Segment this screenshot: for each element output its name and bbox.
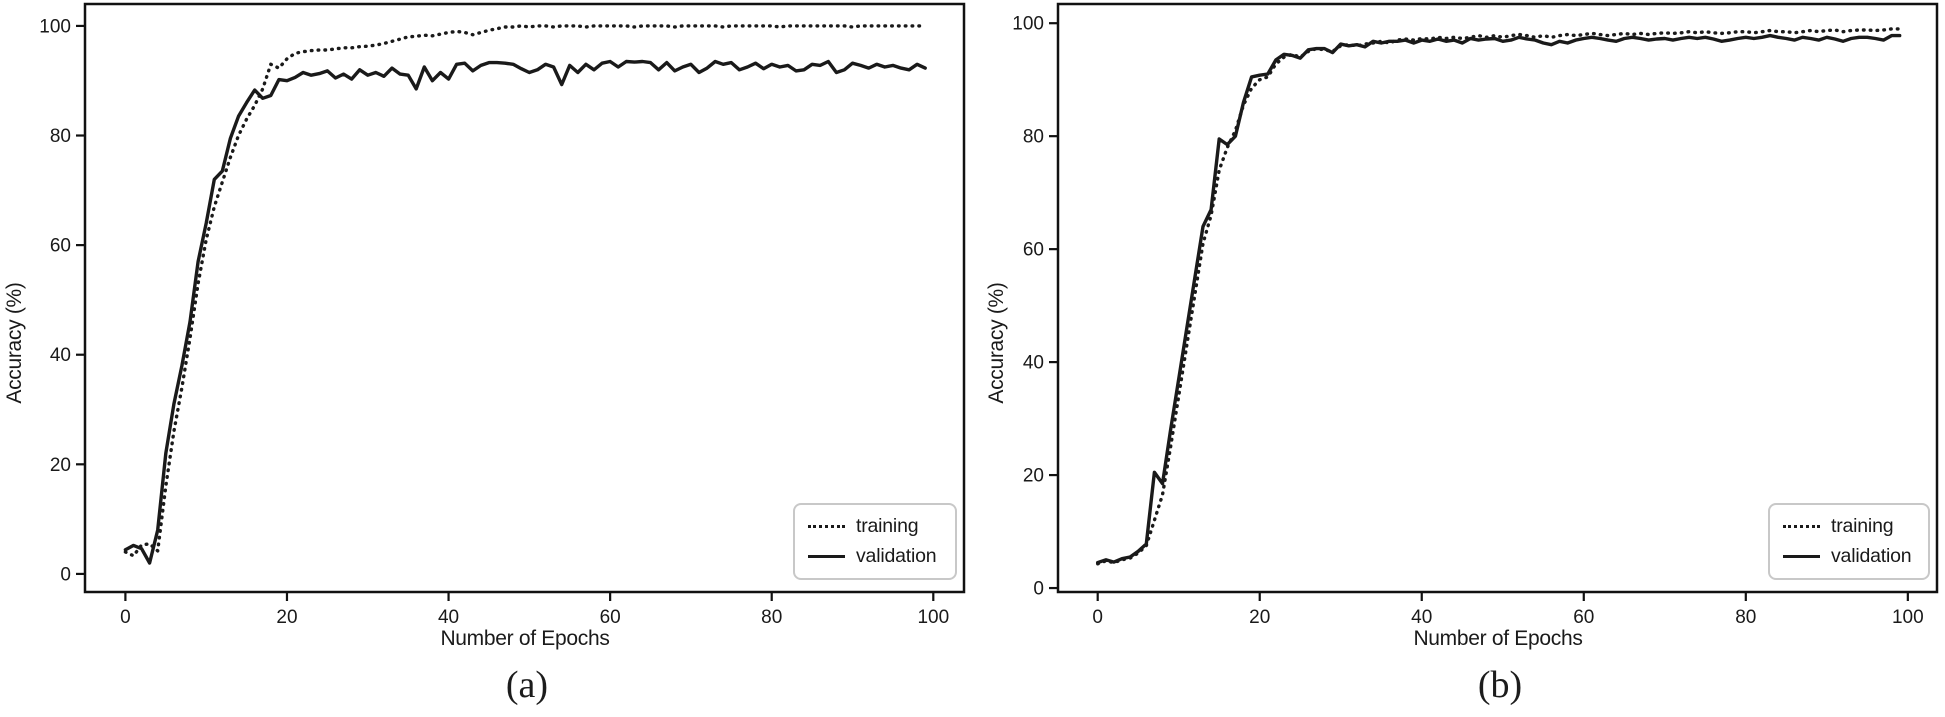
x-tick-label: 100: [1892, 607, 1924, 628]
y-tick-label: 0: [60, 564, 71, 585]
x-tick-label: 100: [917, 607, 949, 628]
x-axis-label-a: Number of Epochs: [440, 627, 610, 650]
x-tick-label: 40: [1411, 607, 1432, 628]
y-tick-label: 40: [50, 345, 71, 366]
x-tick-label: 0: [1092, 607, 1103, 628]
training-line-sample: [808, 525, 845, 529]
training-curve: [1096, 27, 1902, 566]
y-tick-label: 40: [1023, 353, 1044, 374]
chart-panel-a: 0 20 40 60 80 100 0 20 40 60 80 100: [39, 2, 966, 628]
training-curve: [123, 24, 927, 558]
x-axis-label-b: Number of Epochs: [1413, 627, 1583, 650]
validation-curve: [123, 59, 927, 565]
legend-label-validation: validation: [1831, 544, 1912, 567]
legend-label-training: training: [1831, 515, 1894, 538]
y-tick-label: 100: [1012, 14, 1044, 35]
x-tick-label: 60: [1573, 607, 1594, 628]
plot-frame: [1056, 2, 1939, 594]
legend-label-training: training: [856, 515, 919, 538]
y-tick-label: 60: [50, 236, 71, 257]
x-tick-label: 80: [761, 607, 782, 628]
x-tick-label: 20: [276, 607, 297, 628]
y-tick-label: 60: [1023, 240, 1044, 261]
legend-a: training validation: [793, 503, 957, 580]
legend-entry-validation: validation: [808, 545, 947, 568]
y-tick-label: 80: [1023, 127, 1044, 148]
legend-entry-validation: validation: [1783, 545, 1920, 568]
plot-frame: [83, 2, 966, 594]
y-tick-label: 80: [50, 126, 71, 147]
x-tick-label: 20: [1249, 607, 1270, 628]
chart-panel-b: 0 20 40 60 80 100 0 20 40 60 80 100: [1012, 2, 1939, 628]
caption-b: (b): [1477, 664, 1523, 706]
y-tick-label: 20: [1023, 466, 1044, 487]
validation-line-sample: [1783, 554, 1820, 558]
caption-a: (a): [505, 664, 549, 706]
y-axis-label-b: Accuracy (%): [985, 282, 1008, 404]
legend-label-validation: validation: [856, 544, 937, 567]
x-tick-label: 40: [438, 607, 459, 628]
training-line-sample: [1783, 525, 1820, 529]
x-tick-label: 80: [1735, 607, 1756, 628]
y-tick-label: 0: [1033, 579, 1044, 600]
x-tick-label: 0: [120, 607, 131, 628]
validation-line-sample: [808, 554, 845, 558]
legend-b: training validation: [1768, 503, 1930, 580]
y-tick-label: 100: [39, 16, 71, 37]
validation-curve: [1096, 33, 1902, 565]
y-tick-label: 20: [50, 455, 71, 476]
legend-entry-training: training: [1783, 515, 1920, 538]
x-tick-label: 60: [600, 607, 621, 628]
y-axis-label-a: Accuracy (%): [3, 282, 26, 404]
legend-entry-training: training: [808, 515, 947, 538]
